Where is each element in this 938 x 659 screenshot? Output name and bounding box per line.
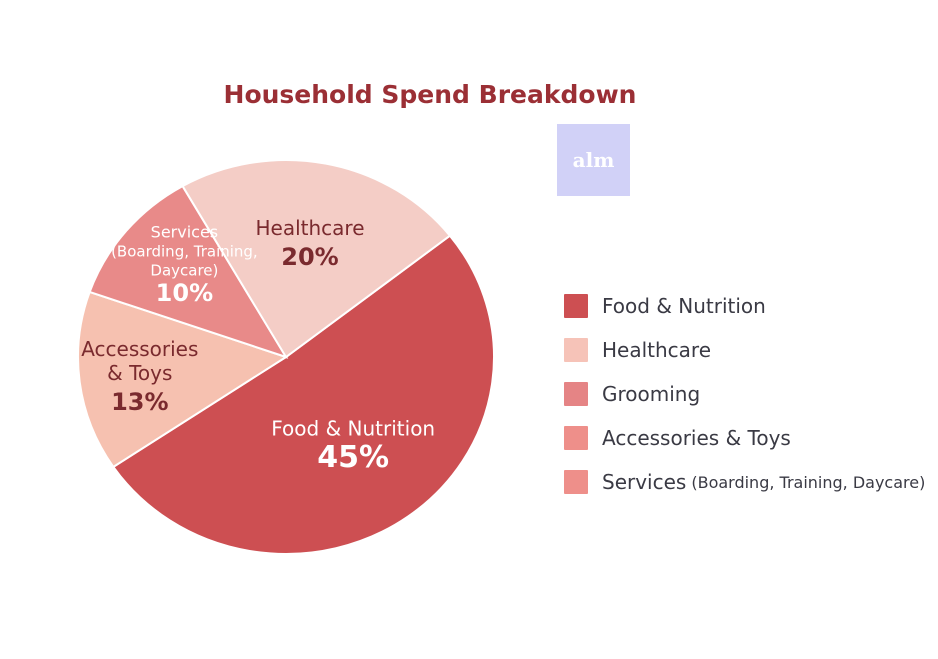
legend-swatch bbox=[564, 382, 588, 406]
pie-slice-food-nutrition bbox=[111, 234, 495, 555]
legend-item: Services (Boarding, Training, Daycare) bbox=[564, 460, 925, 504]
legend-label: Grooming bbox=[602, 382, 701, 406]
legend-swatch bbox=[564, 470, 588, 494]
legend-item: Grooming bbox=[564, 372, 925, 416]
legend-item: Accessories & Toys bbox=[564, 416, 925, 460]
slice-label: Accessories bbox=[81, 337, 198, 361]
slice-label: Healthcare bbox=[255, 216, 364, 240]
legend-note: (Boarding, Training, Daycare) bbox=[691, 472, 926, 492]
pie-slice-services-boarding-training-daycare bbox=[88, 184, 289, 359]
slice-label: Services bbox=[151, 222, 218, 241]
slice-value-label: 13% bbox=[111, 388, 168, 416]
legend-label: Services bbox=[602, 470, 687, 494]
slice-label: & Toys bbox=[107, 361, 172, 385]
legend-label: Food & Nutrition bbox=[602, 294, 766, 318]
slice-value-label: 10% bbox=[156, 279, 213, 307]
slice-value-label: 20% bbox=[281, 243, 338, 271]
legend-label: Accessories & Toys bbox=[602, 426, 791, 450]
legend-item: Food & Nutrition bbox=[564, 284, 925, 328]
legend: Food & Nutrition Healthcare Grooming Access… bbox=[564, 284, 925, 504]
legend-swatch bbox=[564, 426, 588, 450]
pie-slice-accessories-toys bbox=[77, 290, 289, 469]
slice-label: Daycare) bbox=[150, 262, 218, 280]
pie-slices bbox=[77, 158, 495, 555]
pie-slice-healthcare bbox=[181, 158, 452, 359]
legend-item: Healthcare bbox=[564, 328, 925, 372]
legend-swatch bbox=[564, 294, 588, 318]
slice-label: (Boarding, Training, bbox=[111, 243, 258, 261]
watermark-logo: alm bbox=[557, 124, 630, 196]
legend-label: Healthcare bbox=[602, 338, 712, 362]
slice-label: Food & Nutrition bbox=[271, 417, 435, 441]
slice-value-label: 45% bbox=[317, 440, 389, 475]
watermark-text: alm bbox=[572, 148, 615, 172]
chart-title: Household Spend Breakdown bbox=[223, 80, 637, 109]
legend-swatch bbox=[564, 338, 588, 362]
